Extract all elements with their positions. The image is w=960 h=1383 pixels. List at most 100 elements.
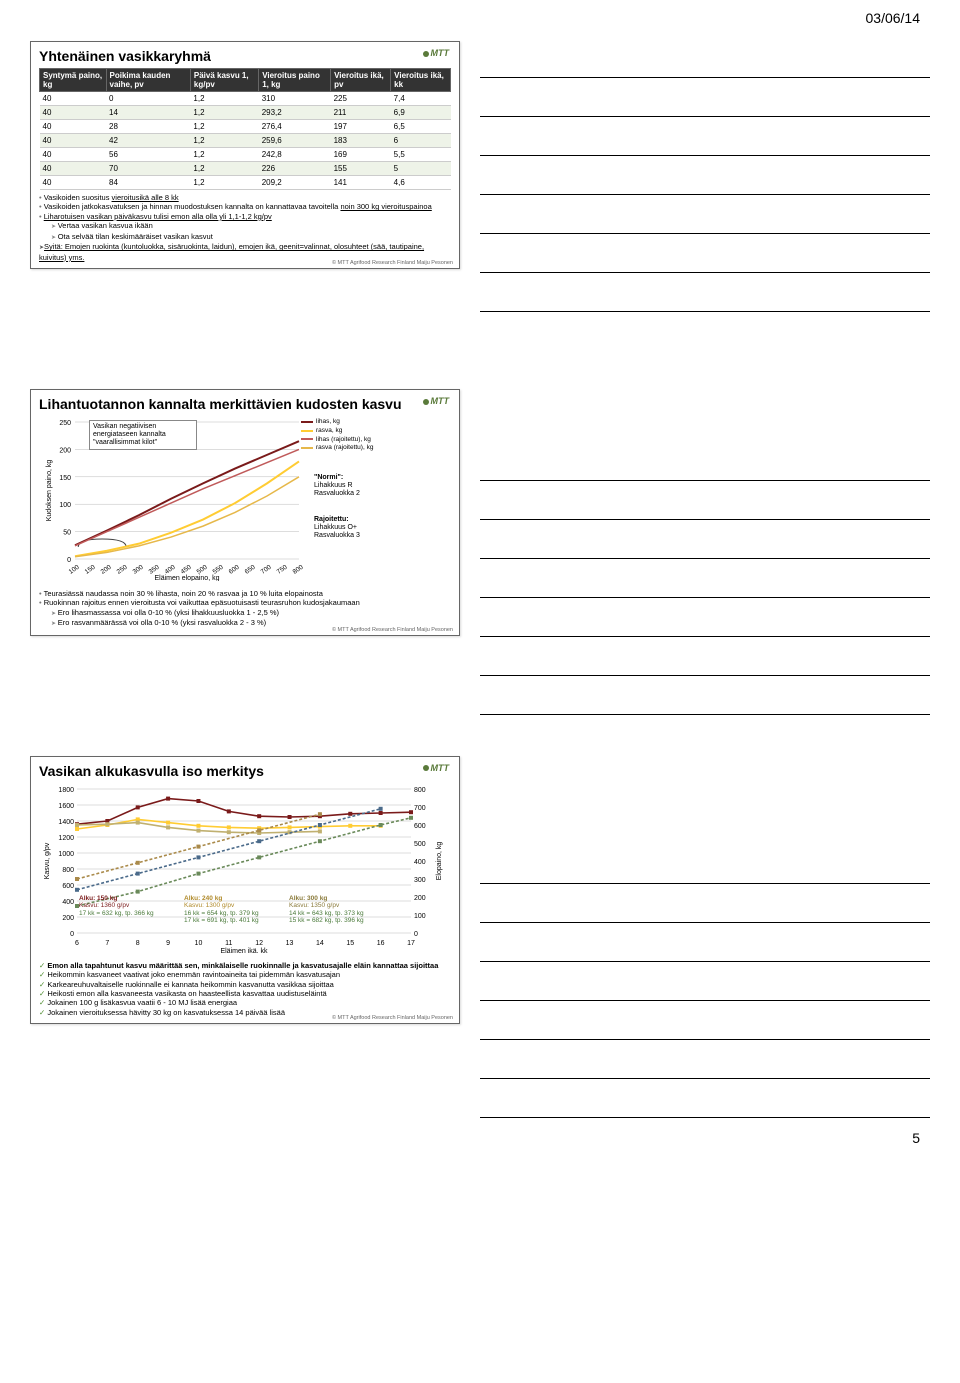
svg-text:Elopaino, kg: Elopaino, kg [436,841,443,880]
table-cell: 1,2 [190,162,258,176]
svg-text:450: 450 [180,564,193,576]
slide-early-growth: MTT Vasikan alkukasvulla iso merkitys 02… [30,756,460,1024]
svg-text:600: 600 [414,823,426,830]
table-cell: 1,2 [190,148,258,162]
notes-column [460,26,950,1120]
col-header: Vieroitus ikä, kk [391,69,451,92]
svg-text:500: 500 [196,564,209,576]
table-cell: 242,8 [259,148,331,162]
note-line [480,119,930,156]
svg-text:800: 800 [414,787,426,794]
svg-text:150: 150 [59,475,71,482]
table-cell: 40 [40,176,107,190]
svg-text:9: 9 [166,940,170,947]
col-header: Syntymä paino, kg [40,69,107,92]
footer-credit: © MTT Agrifood Research Finland Maiju Pe… [332,627,453,633]
svg-text:700: 700 [414,805,426,812]
note-line [480,964,930,1001]
bullet: Vertaa vasikan kasvua ikään [39,221,451,232]
svg-text:200: 200 [414,895,426,902]
table-cell: 28 [106,120,190,134]
bullet: Liharotuisen vasikan päiväkasvu tulisi e… [39,212,451,221]
table-cell: 7,4 [391,92,451,106]
svg-text:150: 150 [84,564,97,576]
svg-text:250: 250 [116,564,129,576]
slide1-table: Syntymä paino, kgPoikima kauden vaihe, p… [39,68,451,190]
bullet: Ota selvää tilan keskimääräiset vasikan … [39,232,451,243]
col-header: Päivä kasvu 1, kg/pv [190,69,258,92]
data-callout: Alku: 240 kgKasvu: 1300 g/pv16 kk = 654 … [184,895,279,925]
svg-text:1000: 1000 [58,851,74,858]
table-cell: 70 [106,162,190,176]
bullet: Emon alla tapahtunut kasvu määrittää sen… [39,961,451,970]
table-cell: 183 [331,134,391,148]
svg-text:500: 500 [414,841,426,848]
bullet: Jokainen 100 g lisäkasvua vaatii 6 - 10 … [39,998,451,1007]
svg-text:250: 250 [59,420,71,427]
note-line [480,1042,930,1079]
legend-item: rasva (rajoitettu), kg [301,444,373,452]
table-cell: 1,2 [190,120,258,134]
table-cell: 155 [331,162,391,176]
legend: lihas, kgrasva, kglihas (rajoitettu), kg… [301,418,373,453]
note-line [480,197,930,234]
footer-credit: © MTT Agrifood Research Finland Maiju Pe… [332,260,453,266]
svg-text:100: 100 [414,913,426,920]
note-line [480,80,930,117]
svg-text:100: 100 [59,502,71,509]
note-line [480,561,930,598]
rajoitettu-box: Rajoitettu: Lihakkuus O+ Rasvaluokka 3 [314,516,360,540]
svg-text:Kudoksen paino, kg: Kudoksen paino, kg [46,460,53,522]
svg-text:13: 13 [286,940,294,947]
svg-text:10: 10 [195,940,203,947]
bullet: Ero lihasmassassa voi olla 0-10 % (yksi … [39,608,451,619]
legend-item: lihas, kg [301,418,373,426]
note-line [480,639,930,676]
svg-text:200: 200 [59,447,71,454]
svg-text:300: 300 [132,564,145,576]
legend-item: rasva, kg [301,427,373,435]
svg-text:600: 600 [62,883,74,890]
mtt-logo: MTT [423,48,450,58]
svg-text:400: 400 [164,564,177,576]
table-cell: 259,6 [259,134,331,148]
table-cell: 40 [40,106,107,120]
bullet: Vasikoiden jatkokasvatuksen ja hinnan mu… [39,202,451,211]
svg-text:1600: 1600 [58,803,74,810]
svg-text:Eläimen elopaino, kg: Eläimen elopaino, kg [155,575,220,581]
table-cell: 226 [259,162,331,176]
table-cell: 1,2 [190,176,258,190]
note-line [480,925,930,962]
note-line [480,483,930,520]
svg-text:11: 11 [225,940,232,947]
svg-text:350: 350 [148,564,161,576]
table-cell: 209,2 [259,176,331,190]
table-cell: 40 [40,148,107,162]
svg-text:15: 15 [346,940,354,947]
table-cell: 4,6 [391,176,451,190]
svg-text:750: 750 [276,564,289,576]
bullet: Heikommin kasvaneet vaativat joko enemmä… [39,970,451,979]
table-cell: 42 [106,134,190,148]
table-cell: 84 [106,176,190,190]
svg-text:Kasvu, g/pv: Kasvu, g/pv [44,842,51,879]
svg-text:17: 17 [407,940,415,947]
note-line [480,847,930,884]
note-line [480,886,930,923]
svg-text:200: 200 [100,564,113,576]
bullet: Teurasiässä naudassa noin 30 % lihasta, … [39,589,451,598]
col-header: Poikima kauden vaihe, pv [106,69,190,92]
note-line [480,600,930,637]
svg-text:400: 400 [414,859,426,866]
svg-text:200: 200 [62,915,74,922]
slide3-bullets: Emon alla tapahtunut kasvu määrittää sen… [39,961,451,1017]
chart-early-growth: 0200400600800100012001400160018000100200… [39,783,449,953]
table-cell: 5,5 [391,148,451,162]
table-cell: 197 [331,120,391,134]
callout-box: Vasikan negatiivisen energiataseen kanna… [89,420,197,450]
svg-text:600: 600 [228,564,241,576]
slide1-title: Yhtenäinen vasikkaryhmä [39,48,451,64]
svg-text:300: 300 [414,877,426,884]
svg-text:50: 50 [63,530,71,537]
svg-text:400: 400 [62,899,74,906]
